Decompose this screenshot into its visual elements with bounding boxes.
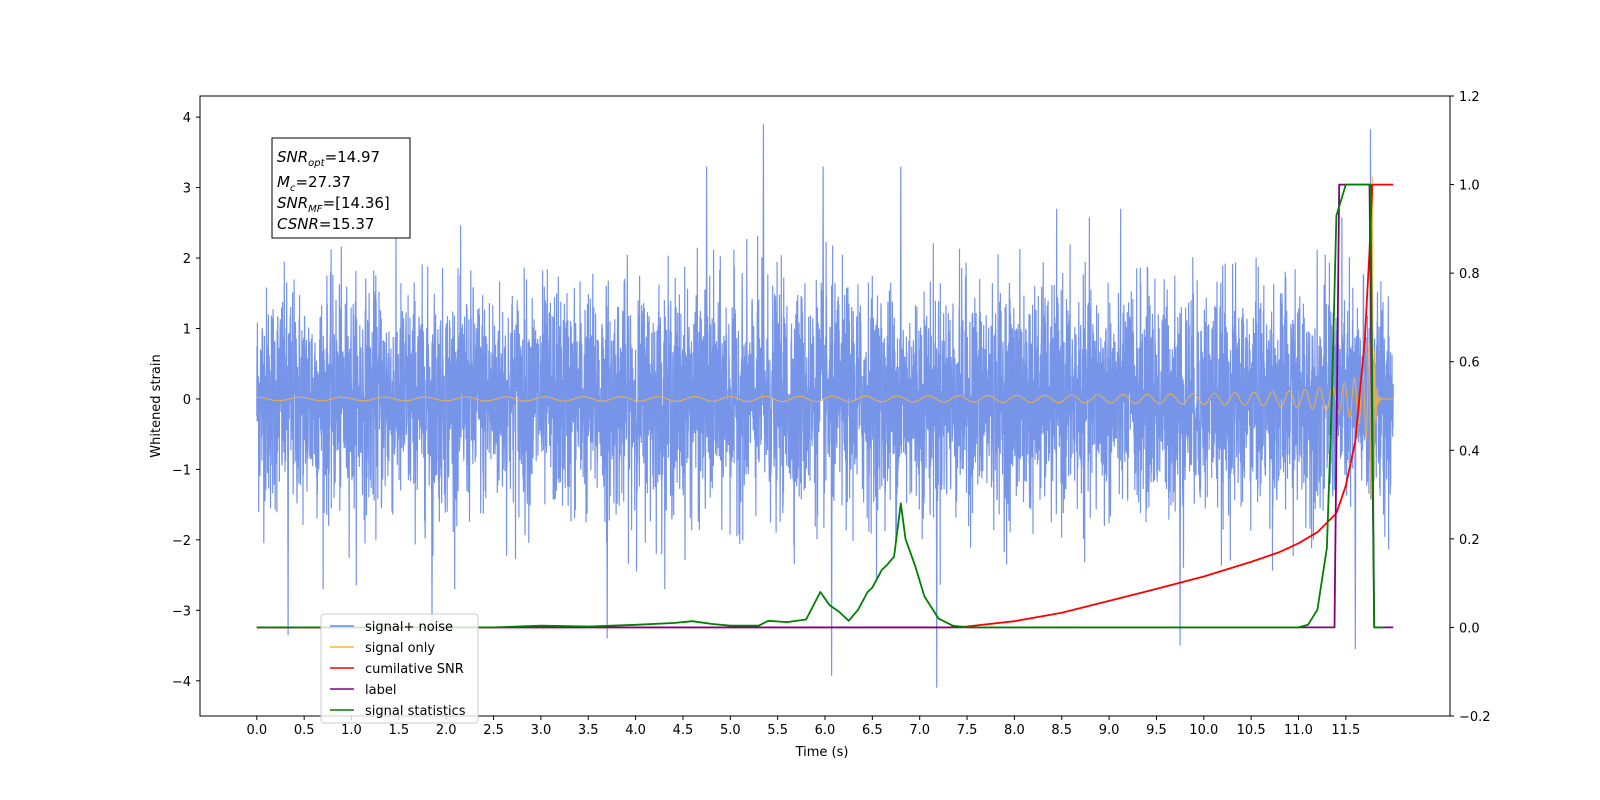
legend-label-signal-statistics: signal statistics <box>365 704 466 719</box>
x-tick-label: 4.0 <box>625 723 646 738</box>
x-tick-label: 5.5 <box>767 723 788 738</box>
y-tick-label: 0 <box>183 393 191 408</box>
x-axis: 0.0 0.5 1.0 1.5 2.0 2.5 3.0 3.5 4.0 4.5 5.0 5.5 6.0 6… <box>246 716 1360 738</box>
x-tick-label: 10.5 <box>1237 723 1266 738</box>
annotation-snr-mf: SNRMF=[14.36] <box>277 194 390 215</box>
y2-tick-label: −0.2 <box>1459 710 1491 725</box>
legend-label-signal-only: signal only <box>365 641 435 656</box>
x-tick-label: 0.5 <box>294 723 315 738</box>
plot-area <box>256 124 1394 688</box>
y2-tick-label: 0.6 <box>1459 356 1480 371</box>
annotation-snr-opt: SNRopt=14.97 <box>277 148 380 169</box>
x-tick-label: 9.5 <box>1146 723 1167 738</box>
x-tick-label: 11.0 <box>1284 723 1313 738</box>
x-tick-label: 10.0 <box>1189 723 1218 738</box>
y2-tick-label: 0.4 <box>1459 444 1480 459</box>
annotation-csnr: CSNR=15.37 <box>277 215 374 233</box>
y-tick-label: 4 <box>183 111 191 126</box>
y-axis-left: 4 3 2 1 0 −1 −2 −3 −4 <box>172 111 200 690</box>
x-tick-label: 11.5 <box>1331 723 1360 738</box>
x-tick-label: 1.5 <box>389 723 410 738</box>
x-tick-label: 7.0 <box>909 723 930 738</box>
x-tick-label: 2.0 <box>436 723 457 738</box>
y2-tick-label: 0.0 <box>1459 621 1480 636</box>
x-tick-label: 3.5 <box>578 723 599 738</box>
y2-tick-label: 1.2 <box>1459 90 1480 105</box>
legend: signal+ noise signal only cumilative SNR… <box>320 613 479 724</box>
x-tick-label: 8.5 <box>1051 723 1072 738</box>
legend-label-cumulative-snr: cumilative SNR <box>365 662 464 677</box>
y2-tick-label: 0.8 <box>1459 267 1480 282</box>
y-tick-label: −3 <box>172 604 191 619</box>
y-axis-right: 1.2 1.0 0.8 0.6 0.4 0.2 0.0 −0.2 <box>1450 90 1491 725</box>
legend-label-label: label <box>365 683 396 698</box>
series-signal-statistics-line <box>256 183 1384 629</box>
y2-tick-label: 0.2 <box>1459 533 1480 548</box>
x-tick-label: 6.5 <box>862 723 883 738</box>
annotation-mc: Mc=27.37 <box>277 173 351 194</box>
x-tick-label: 7.5 <box>957 723 978 738</box>
x-tick-label: 3.0 <box>531 723 552 738</box>
y-tick-label: −1 <box>172 463 191 478</box>
x-tick-label: 8.0 <box>1004 723 1025 738</box>
legend-label-signal-noise: signal+ noise <box>365 620 453 635</box>
y-tick-label: −2 <box>172 534 191 549</box>
x-tick-label: 5.0 <box>720 723 741 738</box>
legend-frame <box>320 613 479 724</box>
x-tick-label: 9.0 <box>1099 723 1120 738</box>
series-signal-only-line <box>256 176 1394 505</box>
series-cumulative-snr-line <box>256 183 1394 629</box>
x-tick-label: 0.0 <box>246 723 267 738</box>
y-tick-label: 2 <box>183 252 191 267</box>
annotation-box: SNRopt=14.97 Mc=27.37 SNRMF=[14.36] CSNR… <box>271 137 411 239</box>
x-tick-label: 1.0 <box>341 723 362 738</box>
annotation-frame <box>271 137 411 239</box>
y2-tick-label: 1.0 <box>1459 179 1480 194</box>
x-tick-label: 4.5 <box>673 723 694 738</box>
x-tick-label: 2.5 <box>483 723 504 738</box>
y-axis-label: Whitened strain <box>149 354 164 457</box>
x-axis-label: Time (s) <box>795 745 849 760</box>
y-tick-label: −4 <box>172 675 191 690</box>
series-signal-noise-line <box>256 124 1394 688</box>
x-tick-label: 6.0 <box>815 723 836 738</box>
y-tick-label: 1 <box>183 323 191 338</box>
y-tick-label: 3 <box>183 182 191 197</box>
